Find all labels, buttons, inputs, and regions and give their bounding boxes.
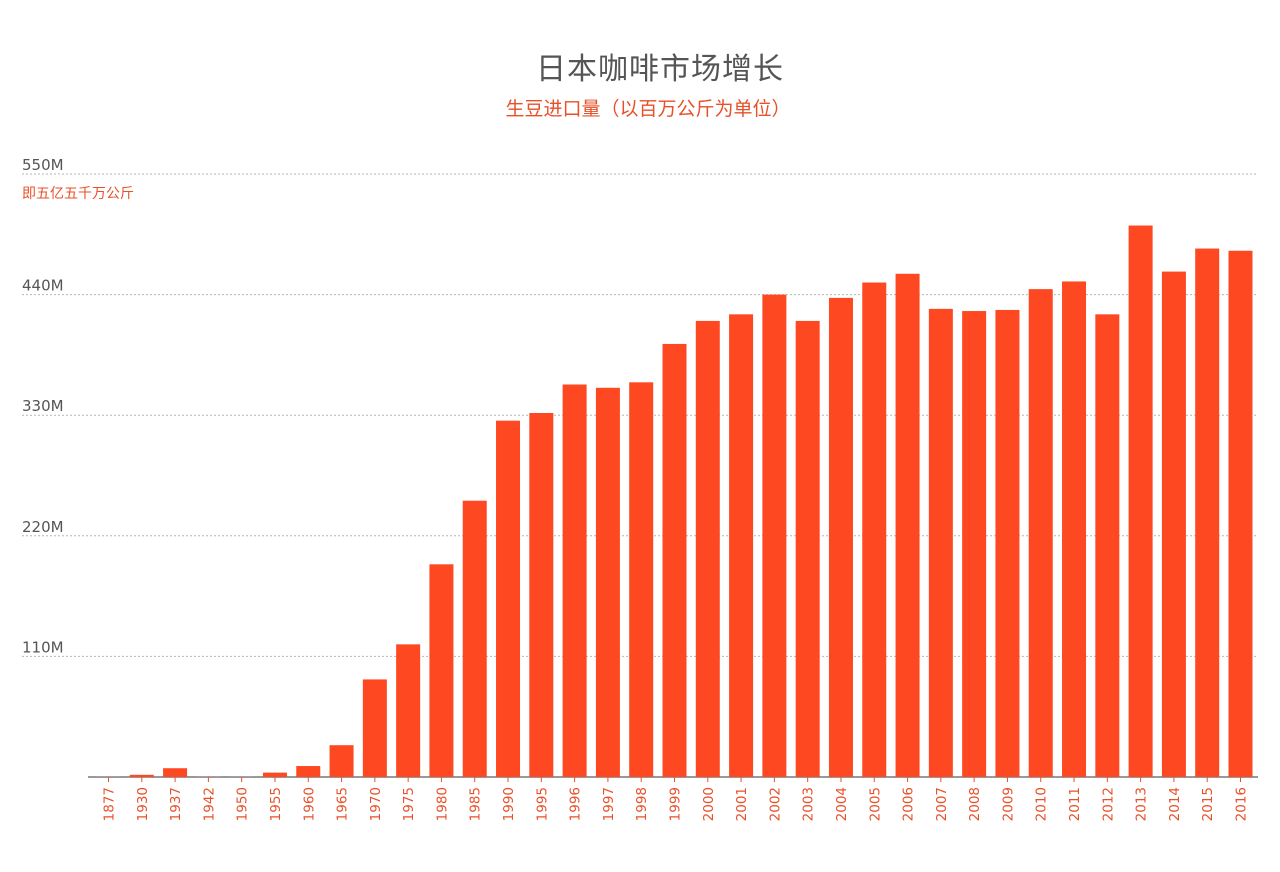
x-tick-label: 1995 [534, 787, 550, 821]
x-tick-label: 2003 [801, 787, 817, 821]
bar-1999 [662, 343, 687, 777]
bar-2003 [795, 320, 820, 777]
bar-2012 [1095, 314, 1120, 777]
y-tick-label: 330M [22, 397, 64, 415]
bar-2016 [1228, 250, 1253, 777]
x-tick-label: 2011 [1067, 787, 1083, 821]
x-tick-label: 1997 [601, 787, 617, 821]
bar-2001 [729, 314, 754, 777]
x-tick-label: 2006 [901, 787, 917, 821]
x-tick-label: 1999 [668, 787, 684, 821]
bar-1975 [396, 644, 421, 777]
x-tick-label: 2005 [867, 787, 883, 821]
bar-1980 [429, 564, 454, 777]
bar-1937 [163, 768, 188, 777]
y-axis-ticks: 110M 220M 330M 440M 550M [22, 156, 64, 656]
x-axis-ticks: 1877 1930 1937 1942 1950 1955 1960 1965 1970 1975… [102, 777, 1250, 821]
bar-2006 [895, 273, 920, 777]
x-tick-label: 1937 [168, 787, 184, 821]
y-tick-label: 550M [22, 156, 64, 174]
bar-2008 [962, 311, 987, 777]
bar-1998 [629, 382, 654, 777]
x-tick-label: 2016 [1234, 787, 1250, 821]
x-tick-label: 2008 [967, 787, 983, 821]
y-unit-note: 即五亿五千万公斤 [22, 186, 134, 202]
chart-subtitle: 生豆进口量（以百万公斤为单位） [505, 98, 791, 120]
x-tick-label: 1930 [135, 787, 151, 821]
x-tick-label: 1965 [335, 787, 351, 821]
x-tick-label: 1960 [301, 787, 317, 821]
x-tick-label: 1998 [634, 787, 650, 821]
bar-2015 [1195, 248, 1220, 777]
bar-1996 [562, 384, 587, 777]
bars [96, 225, 1253, 777]
x-tick-label: 1975 [401, 787, 417, 821]
x-tick-label: 1955 [268, 787, 284, 821]
x-tick-label: 1877 [102, 787, 118, 821]
bar-1970 [362, 679, 387, 777]
bar-2000 [695, 320, 720, 777]
x-tick-label: 2013 [1134, 787, 1150, 821]
bar-2010 [1028, 289, 1053, 777]
bar-1965 [329, 745, 354, 777]
bar-2009 [995, 309, 1020, 777]
x-tick-label: 2012 [1100, 787, 1116, 821]
y-tick-label: 220M [22, 518, 64, 536]
x-tick-label: 2007 [934, 787, 950, 821]
x-tick-label: 2015 [1200, 787, 1216, 821]
x-tick-label: 1996 [568, 787, 584, 821]
x-tick-label: 1950 [235, 787, 251, 821]
bar-1995 [529, 413, 554, 777]
x-tick-label: 2000 [701, 787, 717, 821]
bar-1930 [129, 774, 154, 777]
x-tick-label: 1970 [368, 787, 384, 821]
y-tick-label: 440M [22, 277, 64, 295]
x-tick-label: 1942 [201, 787, 217, 821]
x-tick-label: 2014 [1167, 787, 1183, 821]
bar-2014 [1161, 271, 1186, 777]
bar-2004 [828, 297, 853, 777]
bar-2005 [862, 282, 887, 777]
bar-2002 [762, 294, 787, 777]
bar-2013 [1128, 225, 1153, 777]
bar-1985 [462, 500, 487, 777]
x-tick-label: 2004 [834, 787, 850, 821]
x-tick-label: 1990 [501, 787, 517, 821]
x-tick-label: 2010 [1034, 787, 1050, 821]
x-tick-label: 1985 [468, 787, 484, 821]
chart-title: 日本咖啡市场增长 [536, 52, 784, 87]
bar-1960 [296, 766, 321, 777]
x-tick-label: 2009 [1000, 787, 1016, 821]
x-tick-label: 2001 [734, 787, 750, 821]
x-tick-label: 1980 [434, 787, 450, 821]
bar-1997 [595, 387, 620, 777]
bar-1955 [262, 772, 287, 777]
bar-2007 [928, 308, 953, 777]
bar-1990 [496, 420, 521, 777]
x-tick-label: 2002 [767, 787, 783, 821]
y-tick-label: 110M [22, 638, 64, 656]
bar-2011 [1062, 281, 1087, 777]
